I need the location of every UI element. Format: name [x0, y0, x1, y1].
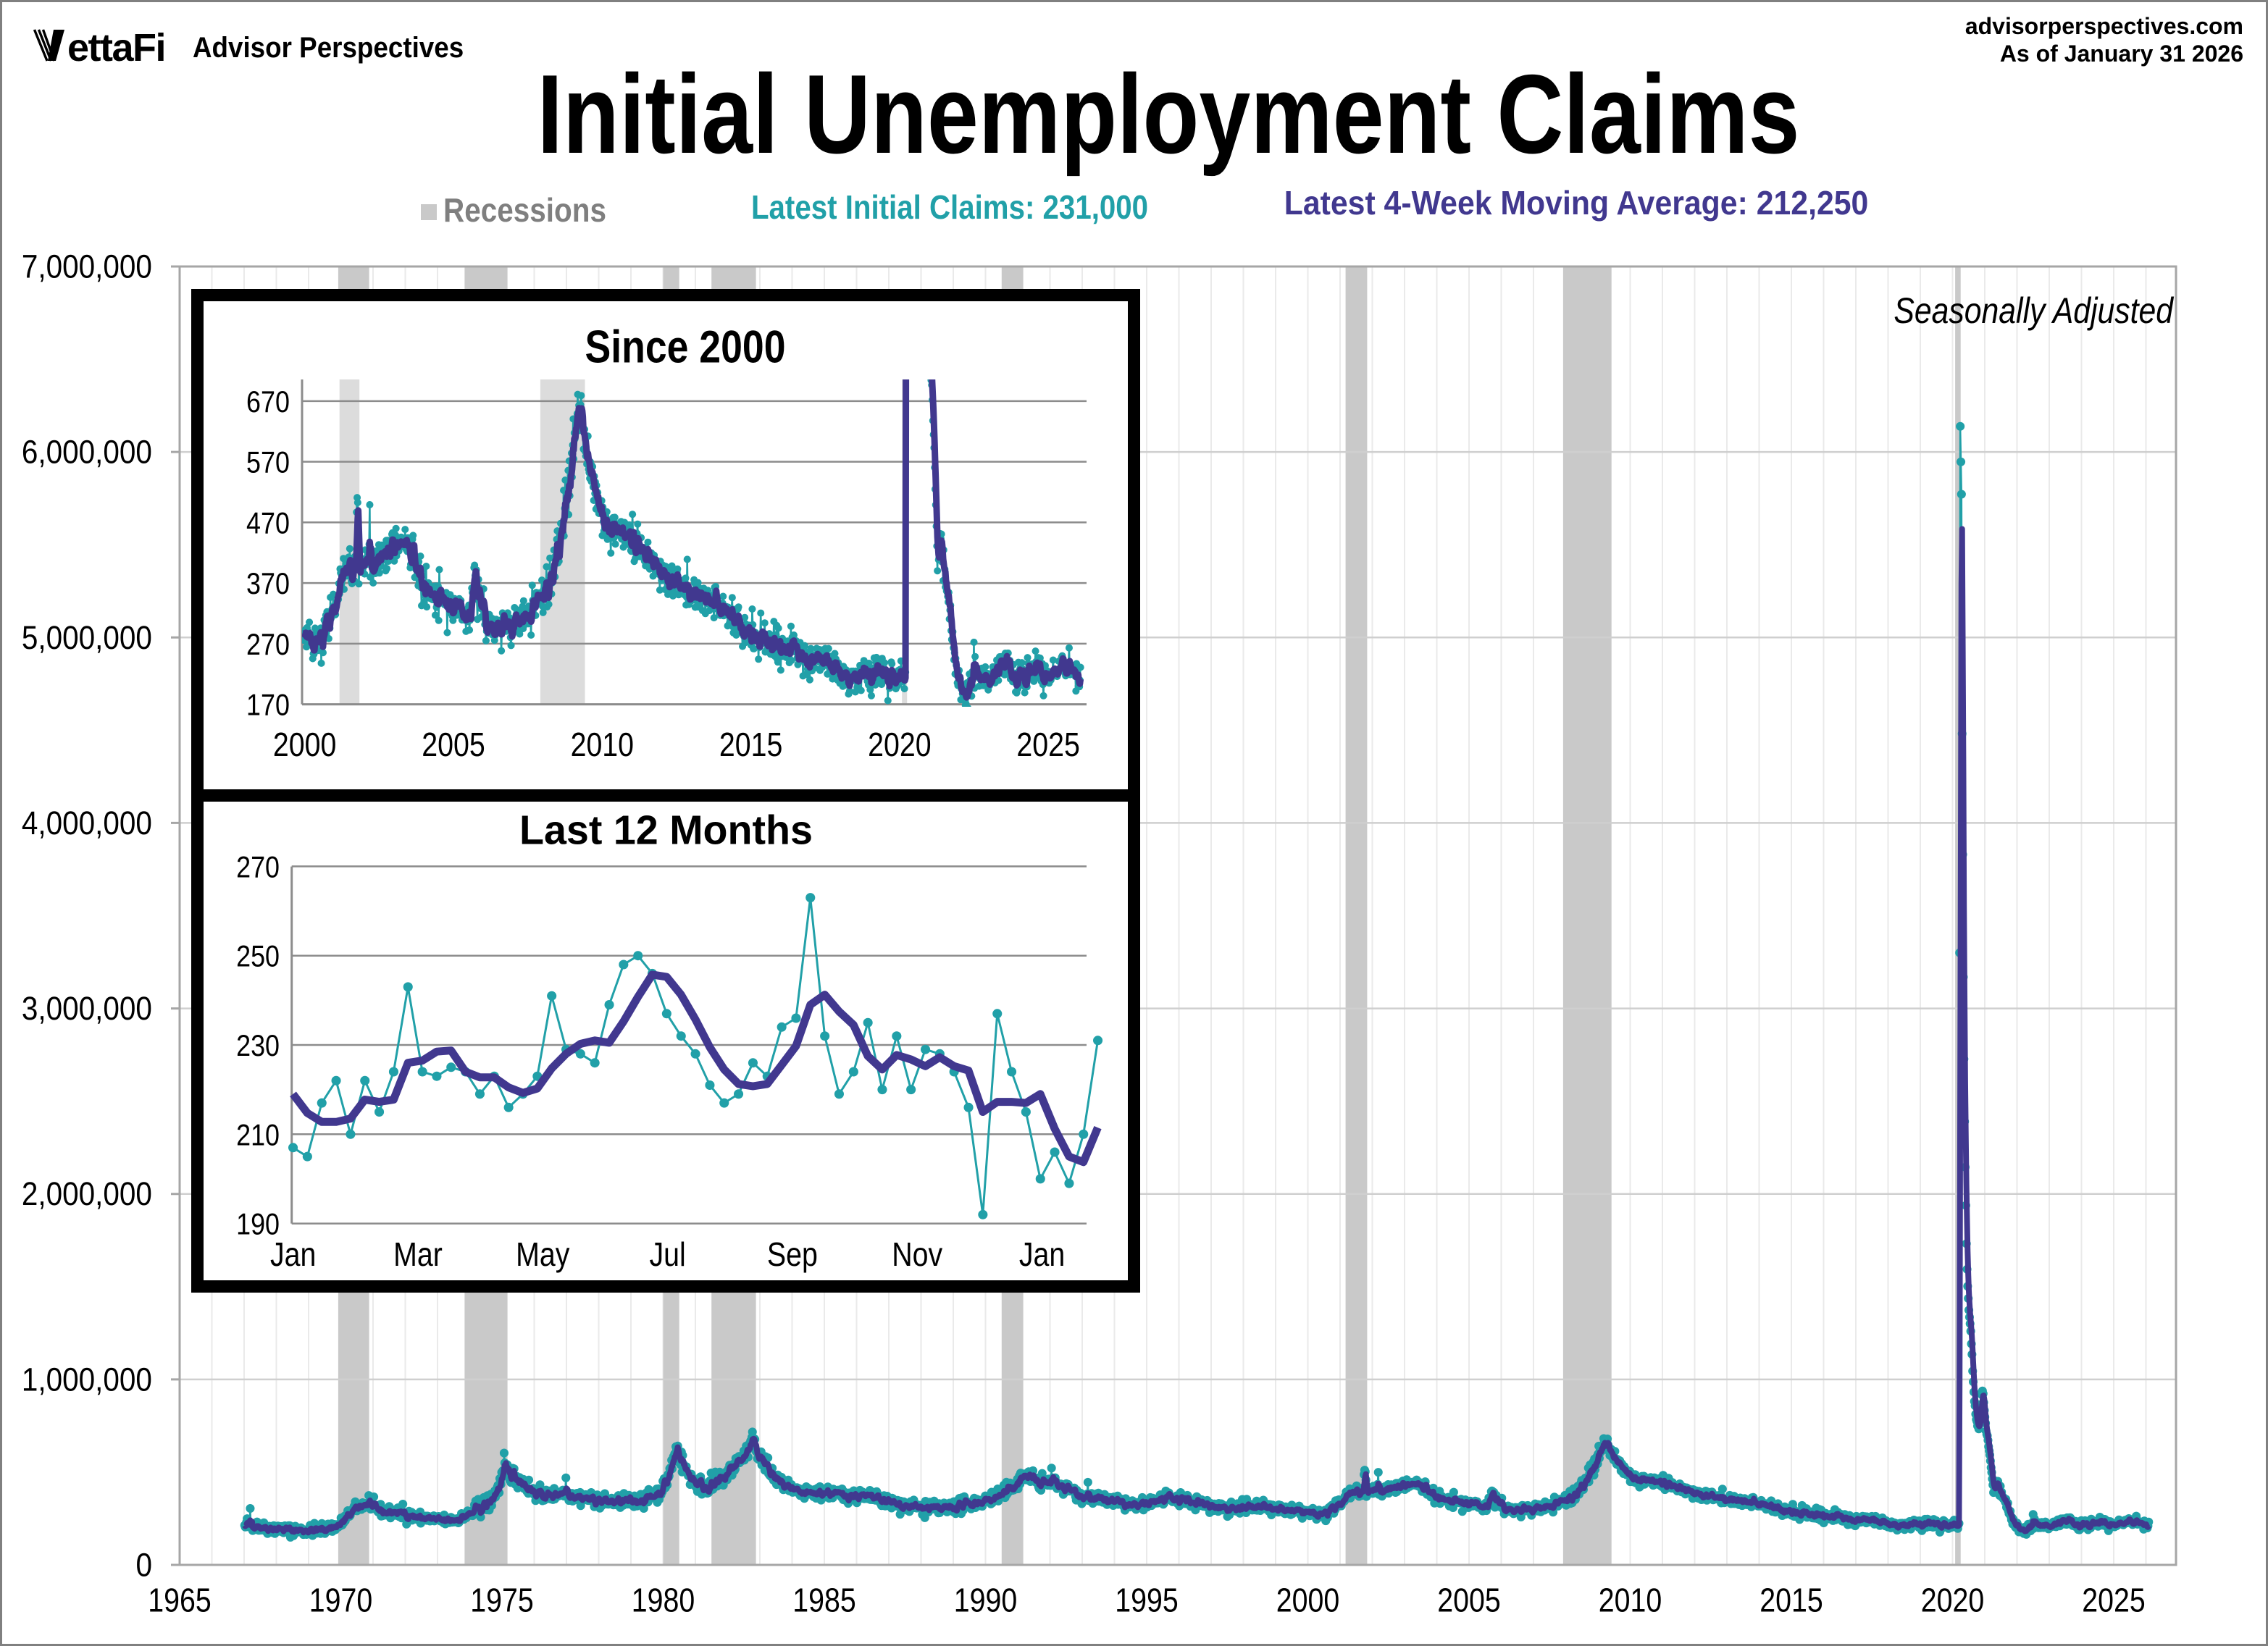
svg-text:Seasonally Adjusted: Seasonally Adjusted	[1894, 290, 2175, 331]
svg-text:270: 270	[246, 628, 290, 661]
svg-text:ettaFi: ettaFi	[67, 26, 165, 70]
svg-text:5,000,000: 5,000,000	[22, 620, 152, 656]
svg-text:1975: 1975	[470, 1582, 533, 1619]
svg-text:Jan: Jan	[270, 1236, 316, 1274]
svg-text:230: 230	[236, 1029, 280, 1062]
svg-text:370: 370	[246, 568, 290, 601]
svg-text:0: 0	[135, 1548, 152, 1584]
svg-text:2015: 2015	[719, 726, 782, 764]
svg-text:7,000,000: 7,000,000	[22, 249, 152, 285]
svg-text:1980: 1980	[632, 1582, 695, 1619]
svg-text:2020: 2020	[868, 726, 931, 764]
svg-text:1985: 1985	[792, 1582, 855, 1619]
svg-text:1970: 1970	[309, 1582, 372, 1619]
svg-text:2005: 2005	[1437, 1582, 1500, 1619]
svg-text:250: 250	[236, 940, 280, 973]
svg-text:210: 210	[236, 1119, 280, 1152]
svg-text:470: 470	[246, 507, 290, 540]
svg-text:170: 170	[246, 689, 290, 722]
svg-text:May: May	[516, 1236, 570, 1274]
svg-text:2010: 2010	[571, 726, 634, 764]
svg-text:Since 2000: Since 2000	[585, 322, 786, 373]
svg-text:2015: 2015	[1759, 1582, 1823, 1619]
svg-text:advisorperspectives.com: advisorperspectives.com	[1965, 13, 2243, 39]
svg-text:2005: 2005	[422, 726, 485, 764]
svg-text:Sep: Sep	[767, 1236, 818, 1274]
svg-text:2025: 2025	[1016, 726, 1079, 764]
svg-text:1990: 1990	[954, 1582, 1017, 1619]
svg-text:3,000,000: 3,000,000	[22, 991, 152, 1027]
svg-text:1,000,000: 1,000,000	[22, 1361, 152, 1398]
svg-text:2010: 2010	[1599, 1582, 1662, 1619]
svg-text:1995: 1995	[1115, 1582, 1178, 1619]
svg-text:Latest 4-Week Moving Average:: Latest 4-Week Moving Average: 212,250	[1284, 185, 1869, 222]
svg-text:Jan: Jan	[1019, 1236, 1065, 1274]
svg-text:As of January 31 2026: As of January 31 2026	[2000, 41, 2243, 67]
svg-text:2000: 2000	[273, 726, 336, 764]
svg-text:Latest Initial Claims: 231,00: Latest Initial Claims: 231,000	[751, 190, 1148, 227]
svg-text:Advisor Perspectives: Advisor Perspectives	[193, 32, 464, 64]
svg-text:2000: 2000	[1276, 1582, 1339, 1619]
svg-text:270: 270	[236, 851, 280, 884]
svg-text:Nov: Nov	[892, 1236, 942, 1274]
svg-text:2,000,000: 2,000,000	[22, 1176, 152, 1212]
svg-text:Mar: Mar	[393, 1236, 443, 1274]
svg-text:2020: 2020	[1921, 1582, 1984, 1619]
svg-text:670: 670	[246, 385, 290, 419]
svg-text:Last 12 Months: Last 12 Months	[519, 807, 813, 853]
svg-text:6,000,000: 6,000,000	[22, 434, 152, 471]
svg-text:570: 570	[246, 446, 290, 479]
svg-text:Jul: Jul	[649, 1236, 685, 1274]
svg-text:2025: 2025	[2082, 1582, 2145, 1619]
svg-text:190: 190	[236, 1208, 280, 1241]
svg-text:Recessions: Recessions	[443, 193, 606, 230]
svg-text:Initial Unemployment Claims: Initial Unemployment Claims	[537, 51, 1800, 177]
svg-text:4,000,000: 4,000,000	[22, 805, 152, 841]
svg-text:1965: 1965	[148, 1582, 211, 1619]
